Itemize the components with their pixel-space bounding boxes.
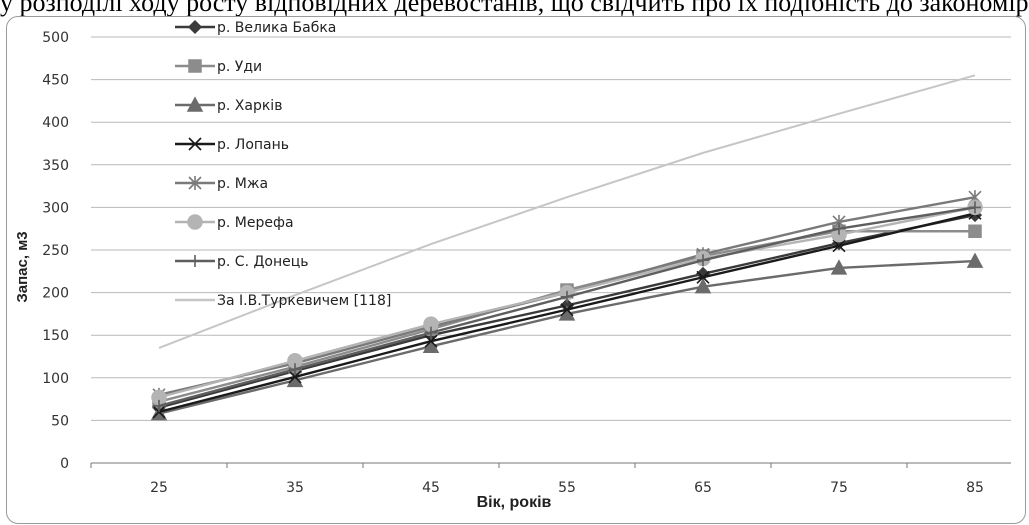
legend-swatch-marker (186, 96, 204, 112)
chart-frame: 0 50 100 150 200 250 300 350 400 450 500 25 35 45 55 65… (6, 16, 1026, 524)
series-point (966, 252, 984, 268)
x-tick-label: 55 (558, 480, 576, 496)
y-tick-label: 350 (42, 158, 69, 174)
x-tick-label: 35 (286, 480, 304, 496)
series-point (289, 363, 301, 376)
series-point (288, 370, 302, 384)
series-layer (150, 74, 984, 421)
legend-swatch-marker (189, 255, 201, 267)
axis-layer: 0 50 100 150 200 250 300 350 400 450 500 25 35 45 55 65… (42, 30, 984, 496)
body-text-strip: у розподілі ходу росту відповідних дерев… (0, 0, 1029, 18)
legend-swatch-marker (188, 176, 202, 190)
series-point (696, 270, 710, 284)
x-tick-label: 45 (422, 480, 440, 496)
legend-entry: р. Харків (175, 96, 282, 114)
legend-entry: р. Мжа (175, 176, 268, 192)
series-point (694, 278, 712, 294)
legend-entry: р. Лопань (175, 137, 289, 153)
x-tick-label: 85 (966, 480, 984, 496)
legend-swatch-marker (187, 214, 203, 230)
series-3 (152, 206, 982, 419)
y-tick-label: 100 (42, 371, 69, 387)
y-tick-label: 300 (42, 200, 69, 216)
series-point (560, 303, 574, 317)
legend-label: р. Харків (217, 98, 282, 114)
legend-label: р. Уди (217, 59, 262, 75)
legend-entry: р. Мерефа (175, 214, 294, 231)
series-point (424, 334, 438, 348)
line-chart: 0 50 100 150 200 250 300 350 400 450 500 25 35 45 55 65… (14, 19, 1011, 511)
legend-label: р. Мжа (217, 176, 268, 192)
legend-label: р. С. Донець (217, 254, 309, 270)
legend-entry: р. Велика Бабка (175, 19, 336, 36)
grid-layer (91, 36, 1011, 464)
y-tick-label: 250 (42, 243, 69, 259)
series-point (833, 222, 845, 235)
x-tick-label: 65 (694, 480, 712, 496)
series-point (830, 259, 848, 275)
legend-entry: р. С. Донець (175, 254, 309, 270)
legend-label: р. Мерефа (217, 215, 294, 231)
series-point (969, 201, 981, 214)
legend-entry: р. Уди (175, 59, 262, 75)
series-point (425, 326, 437, 339)
series-6 (153, 201, 981, 412)
x-tick-label: 75 (830, 480, 848, 496)
series-point (153, 399, 165, 412)
y-tick-label: 400 (42, 115, 69, 131)
y-tick-label: 200 (42, 286, 69, 302)
body-text-line: у розподілі ходу росту відповідних дерев… (0, 0, 1029, 17)
y-axis-label: Запас, м3 (14, 231, 31, 302)
series-line (158, 74, 976, 349)
legend-label: р. Велика Бабка (217, 20, 336, 36)
series-point (561, 290, 573, 303)
x-axis-label: Вік, років (477, 494, 552, 511)
legend-swatch-marker (187, 19, 203, 35)
legend: р. Велика Бабка р. Уди р. Харків р. Лопань р… (175, 19, 391, 309)
x-tick-label: 25 (150, 480, 168, 496)
series-7 (158, 74, 976, 349)
series-point (697, 254, 709, 267)
legend-swatch-marker (188, 59, 202, 73)
series-point (968, 224, 982, 239)
legend-entry: За І.В.Туркевичем [118] (175, 293, 391, 309)
y-tick-label: 150 (42, 328, 69, 344)
y-tick-label: 50 (51, 413, 69, 429)
y-tick-label: 0 (60, 456, 69, 472)
series-point (832, 239, 846, 253)
legend-label: р. Лопань (217, 137, 289, 153)
series-2 (150, 252, 984, 421)
y-tick-label: 450 (42, 73, 69, 89)
legend-label: За І.В.Туркевичем [118] (217, 293, 391, 309)
legend-swatch-marker (188, 137, 202, 151)
y-tick-label: 500 (42, 30, 69, 46)
